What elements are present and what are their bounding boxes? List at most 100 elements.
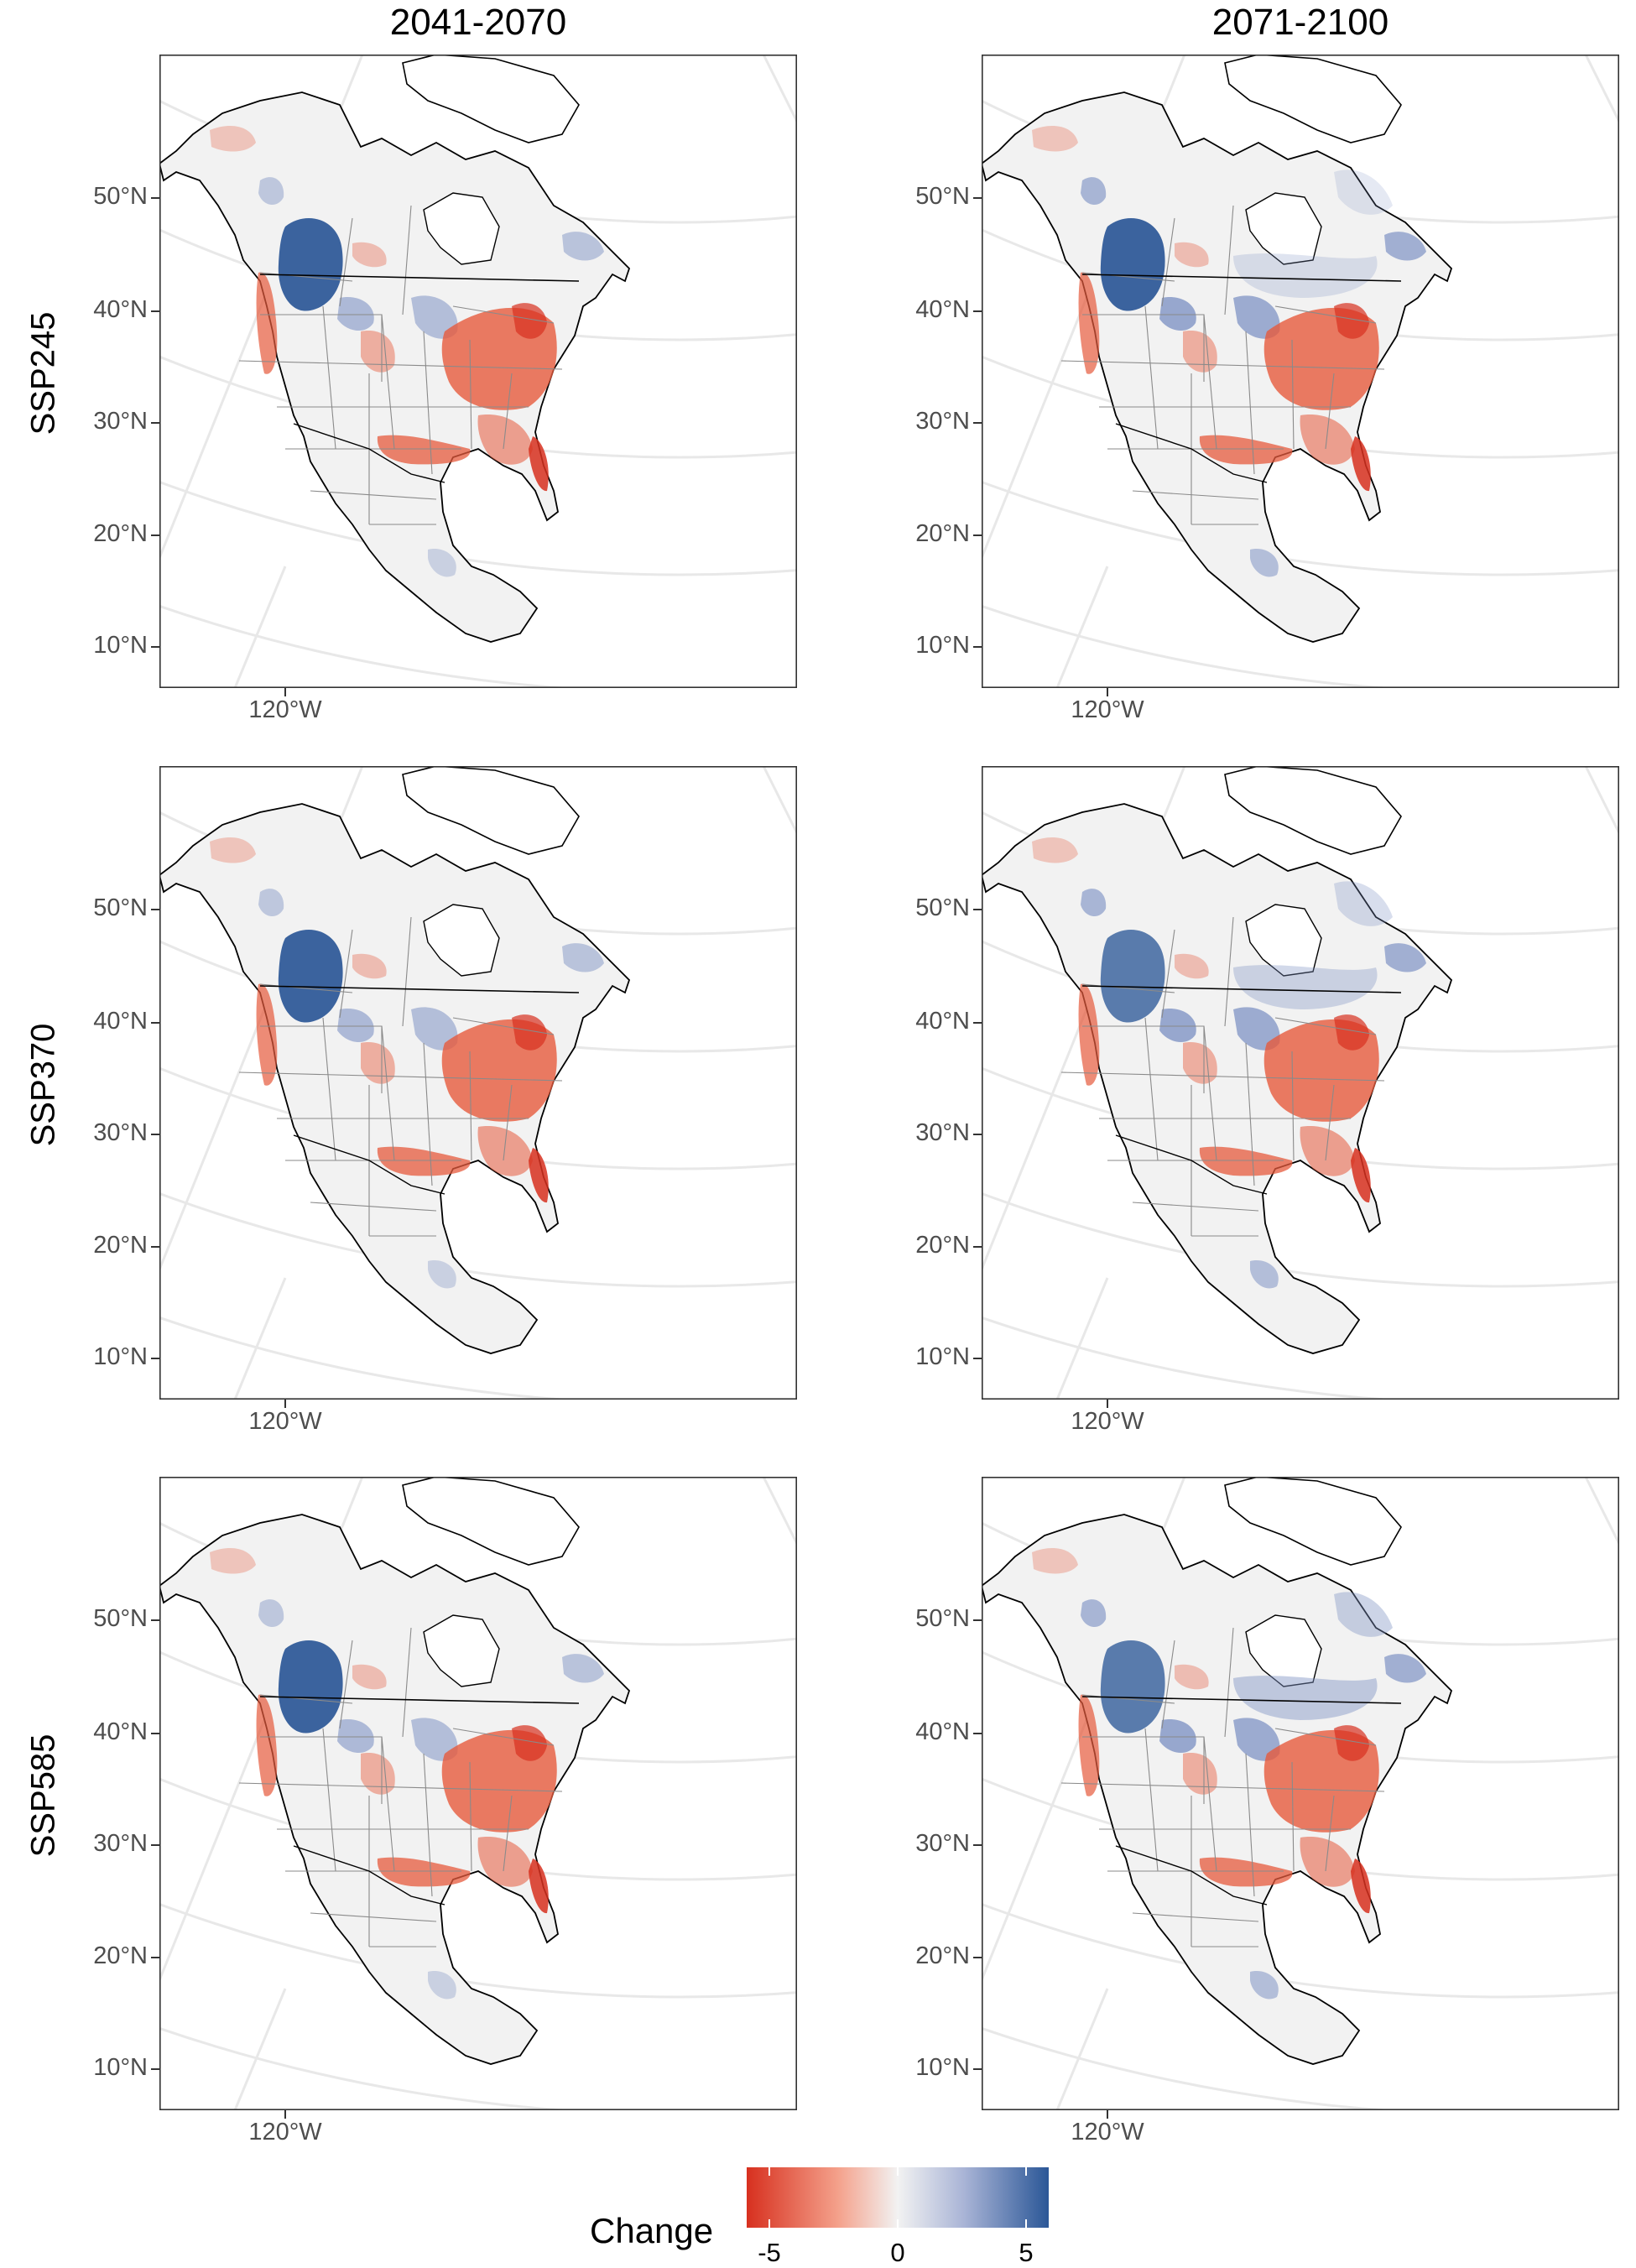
admin-border	[1161, 217, 1175, 307]
lat-tick-mark	[151, 534, 159, 536]
graticule-line	[982, 811, 1619, 936]
map-canvas	[982, 766, 1619, 1400]
hudson-bay	[1245, 192, 1322, 265]
graticule-line	[982, 1777, 1619, 1881]
admin-border	[503, 1084, 513, 1161]
lat-tick-label: 10°N	[93, 2054, 148, 2081]
admin-border	[1060, 1782, 1385, 1792]
admin-border	[1144, 1728, 1159, 1872]
lon-tick-mark	[284, 2110, 286, 2119]
admin-border	[1161, 929, 1175, 1019]
lon-tick-mark	[1107, 2110, 1108, 2119]
lat-tick-mark	[151, 1022, 159, 1024]
panel-frame	[159, 1477, 797, 2110]
admin-border	[310, 490, 437, 500]
lon-tick-mark	[1107, 1400, 1108, 1408]
admin-border	[469, 1761, 472, 1872]
legend-tick-plus5: 5	[1019, 2238, 1034, 2267]
lat-tick-label: 20°N	[915, 1232, 970, 1259]
lat-tick-mark	[151, 1844, 159, 1846]
change-region	[1199, 435, 1293, 465]
change-region	[256, 1694, 278, 1796]
change-region	[1081, 889, 1107, 917]
lon-tick-mark	[284, 1400, 286, 1408]
change-region	[256, 983, 278, 1086]
arctic-islands	[402, 1477, 580, 1566]
lat-tick-label: 50°N	[915, 894, 970, 921]
lat-tick-mark	[973, 310, 982, 312]
panel-frame	[982, 1477, 1619, 2110]
admin-border	[310, 1202, 437, 1212]
change-region	[1032, 1548, 1078, 1574]
change-region	[1334, 303, 1369, 339]
lon-tick-label: 120°W	[248, 2119, 322, 2145]
arctic-islands	[402, 55, 580, 143]
change-region	[1250, 1971, 1279, 1999]
admin-border	[339, 217, 353, 307]
change-region	[1081, 1599, 1107, 1628]
lat-tick-mark	[973, 1619, 982, 1621]
change-region	[1300, 1126, 1355, 1176]
admin-border	[339, 1640, 353, 1729]
change-region	[1250, 549, 1279, 577]
change-region	[1384, 232, 1426, 261]
admin-border	[1245, 331, 1255, 475]
change-region	[1199, 1146, 1293, 1176]
graticule-line	[159, 1521, 797, 1646]
admin-border	[238, 1782, 563, 1792]
panel-frame	[982, 766, 1619, 1400]
graticule-line	[982, 1650, 1619, 1764]
lon-tick-label: 120°W	[1071, 696, 1144, 723]
lat-tick-mark	[973, 1022, 982, 1024]
change-region	[562, 943, 604, 972]
admin-border	[1274, 305, 1377, 324]
graticule-meridian	[1584, 55, 1619, 123]
lat-tick-mark	[973, 197, 982, 199]
change-region	[1078, 1694, 1100, 1796]
lat-tick-label: 20°N	[915, 1942, 970, 1969]
admin-border	[310, 1912, 437, 1922]
lat-tick-label: 40°N	[93, 296, 148, 323]
us-mexico-border	[293, 1845, 445, 1906]
change-region	[1100, 930, 1165, 1023]
admin-border	[402, 916, 412, 1027]
us-mexico-border	[1115, 423, 1268, 483]
admin-border	[322, 1017, 336, 1161]
admin-border	[1274, 1728, 1377, 1746]
change-region	[1233, 1676, 1378, 1720]
lat-tick-mark	[151, 1733, 159, 1734]
lat-tick-mark	[973, 534, 982, 536]
change-region	[1100, 218, 1165, 311]
change-region	[377, 1857, 471, 1887]
hudson-bay	[1245, 904, 1322, 977]
us-canada-border	[1081, 1696, 1402, 1704]
graticule-meridian	[1055, 566, 1109, 688]
graticule-meridian	[762, 55, 797, 123]
change-region	[562, 1654, 604, 1683]
change-region	[337, 1719, 374, 1754]
change-region	[1233, 965, 1378, 1009]
admin-border	[1325, 1084, 1335, 1161]
admin-border	[1203, 314, 1217, 450]
lat-tick-mark	[973, 2068, 982, 2070]
change-region	[1081, 177, 1107, 206]
graticule-meridian	[1584, 1477, 1619, 1545]
lat-tick-label: 30°N	[915, 1119, 970, 1146]
graticule-line	[982, 99, 1619, 224]
arctic-islands	[402, 766, 580, 855]
graticule-meridian	[762, 1477, 797, 1545]
lat-tick-label: 10°N	[93, 632, 148, 659]
hudson-bay	[423, 1614, 500, 1687]
lat-tick-label: 30°N	[915, 408, 970, 435]
panel-frame	[159, 55, 797, 688]
admin-border	[503, 373, 513, 450]
graticule-meridian	[1055, 1277, 1109, 1400]
change-region	[1159, 297, 1196, 331]
us-mexico-border	[1115, 1845, 1268, 1906]
lat-tick-label: 10°N	[93, 1343, 148, 1370]
lat-tick-label: 40°N	[915, 1008, 970, 1035]
us-canada-border	[259, 274, 580, 282]
graticule-line	[982, 940, 1619, 1053]
admin-border	[238, 360, 563, 370]
change-region	[1351, 1859, 1371, 1914]
